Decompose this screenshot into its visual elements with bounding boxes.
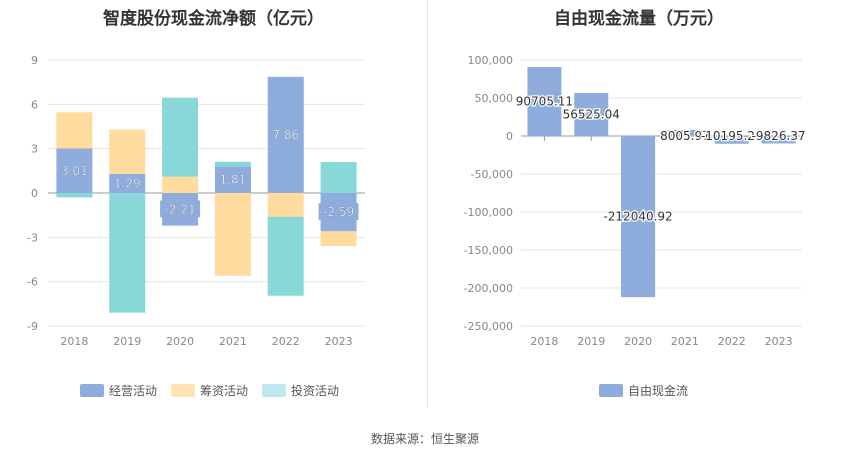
y-tick-label: 9 [31, 54, 38, 67]
data-label-bg [160, 200, 201, 218]
legend-swatch [171, 384, 196, 397]
x-tick-label: 2021 [219, 335, 247, 348]
legend-item-investing[interactable]: 投资活动 [262, 382, 339, 399]
bar-investing [109, 193, 146, 313]
y-tick-label: 100,000 [468, 54, 514, 67]
data-label: -2.59 [323, 205, 354, 219]
bar-investing [267, 216, 304, 296]
data-label: 56525.04 [563, 108, 620, 122]
bar-financing [162, 176, 199, 193]
data-label-bg [110, 174, 144, 192]
bar-free-cash-flow [761, 136, 796, 144]
data-label: 1.81 [220, 173, 247, 187]
data-label-bg [269, 125, 303, 143]
x-tick-label: 2022 [718, 335, 746, 348]
bar-financing [214, 193, 251, 276]
bar-financing [109, 129, 146, 174]
bar-free-cash-flow [714, 136, 749, 144]
bar-investing [320, 161, 357, 193]
right-legend: 自由现金流 [599, 382, 688, 399]
x-tick-label: 2020 [624, 335, 652, 348]
legend-item-financing[interactable]: 筹资活动 [171, 382, 248, 399]
bar-financing [267, 193, 304, 217]
x-tick-label: 2021 [671, 335, 699, 348]
y-tick-label: 3 [31, 143, 38, 156]
y-tick-label: 0 [31, 187, 38, 200]
y-tick-label: -9 [27, 320, 38, 333]
data-label: 90705.11 [516, 95, 573, 109]
legend-swatch [599, 384, 623, 397]
data-label-bg [58, 161, 91, 179]
left-legend: 经营活动 筹资活动 投资活动 [80, 382, 339, 399]
bar-financing [320, 231, 357, 247]
y-tick-label: -150,000 [464, 244, 513, 257]
bar-investing [162, 97, 199, 177]
y-tick-label: -3 [27, 231, 38, 244]
legend-label: 筹资活动 [200, 384, 249, 398]
data-label: -10195.23 [701, 129, 763, 143]
x-tick-label: 2022 [272, 335, 300, 348]
data-label: 1.29 [114, 176, 141, 190]
legend-label: 自由现金流 [628, 384, 689, 398]
y-tick-label: -6 [27, 276, 38, 289]
data-label: 3.01 [61, 164, 88, 178]
left-chart-title: 智度股份现金流净额（亿元） [103, 9, 324, 29]
x-tick-label: 2020 [166, 335, 194, 348]
data-label: -212040.92 [603, 210, 672, 224]
x-tick-label: 2023 [325, 335, 353, 348]
bar-investing [214, 161, 251, 167]
legend-swatch [80, 384, 104, 397]
right-chart: 100,000 50,000 0 -50,000 -100,000 -150,000 -20… [464, 54, 807, 348]
legend-label: 投资活动 [291, 384, 340, 398]
bar-free-cash-flow [527, 67, 562, 136]
data-source: 数据来源：恒生聚源 [370, 432, 479, 446]
x-tick-label: 2023 [765, 335, 793, 348]
data-label: -9826.37 [752, 129, 806, 143]
y-tick-label: -200,000 [464, 282, 513, 295]
data-label: 8005.97 [660, 129, 710, 143]
legend-label: 经营活动 [109, 384, 158, 398]
bar-free-cash-flow [621, 136, 656, 298]
x-tick-label: 2019 [113, 335, 141, 348]
bar-free-cash-flow [574, 93, 609, 136]
legend-swatch [262, 384, 287, 397]
y-tick-label: -250,000 [464, 320, 513, 333]
y-tick-label: -100,000 [464, 206, 513, 219]
x-tick-label: 2018 [530, 335, 558, 348]
data-label: -2.21 [165, 202, 196, 216]
bar-financing [56, 112, 93, 149]
data-label-bg [216, 170, 250, 188]
x-tick-label: 2019 [577, 335, 605, 348]
y-tick-label: 6 [31, 98, 38, 111]
y-tick-label: 0 [506, 130, 513, 143]
legend-item-free-cash-flow[interactable]: 自由现金流 [599, 382, 688, 399]
data-label: 7.86 [272, 128, 299, 142]
bar-investing [56, 193, 93, 198]
data-label-bg [318, 203, 359, 221]
y-tick-label: -50,000 [471, 168, 513, 181]
legend-item-operating[interactable]: 经营活动 [80, 382, 157, 399]
x-tick-label: 2018 [60, 335, 88, 348]
left-chart: 9 6 3 0 -3 -6 -9 2018 2019 2020 2021 2022 2023 3.01 1.… [27, 54, 365, 348]
y-tick-label: 50,000 [475, 92, 514, 105]
right-chart-title: 自由现金流量（万元） [554, 9, 724, 29]
bar-free-cash-flow [667, 129, 702, 136]
panel-divider [427, 0, 428, 408]
